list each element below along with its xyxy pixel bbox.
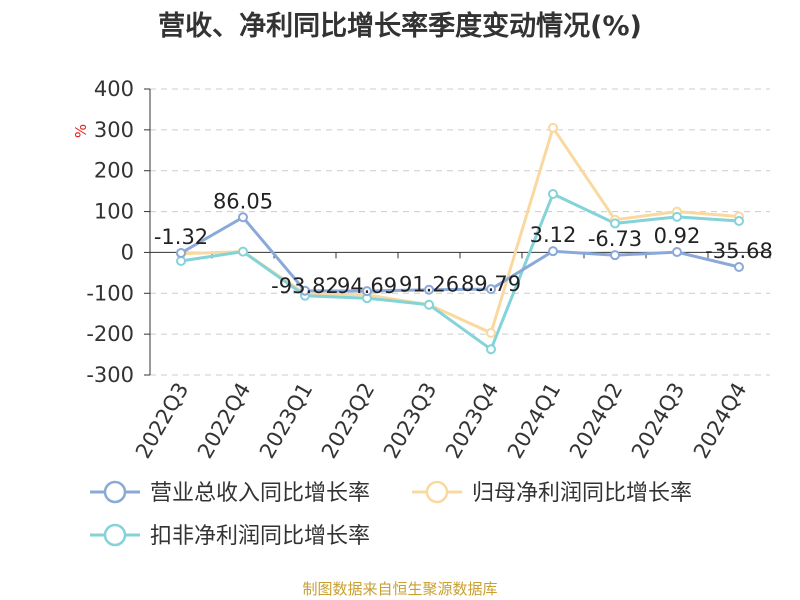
x-tick-label: 2022Q4 <box>193 379 255 463</box>
chart-title: 营收、净利同比增长率季度变动情况(%) <box>158 11 642 42</box>
x-tick-label: 2023Q3 <box>379 379 441 463</box>
y-tick-label: 0 <box>121 240 134 264</box>
legend-swatch-marker <box>103 480 127 504</box>
data-label: 91.26 <box>399 273 459 297</box>
data-label: 86.05 <box>213 189 273 213</box>
y-tick-label: -300 <box>86 363 134 387</box>
series-lines <box>180 126 740 351</box>
legend-label: 扣非净利润同比增长率 <box>150 524 370 549</box>
series-line <box>180 192 740 351</box>
series-point <box>548 246 558 257</box>
data-label: 89.79 <box>461 272 521 296</box>
source-note: 制图数据来自恒生聚源数据库 <box>302 580 498 598</box>
legend-swatch-marker <box>425 480 449 504</box>
legend-swatch-marker <box>103 523 127 547</box>
series-points <box>176 122 744 355</box>
series-point <box>486 344 496 355</box>
series-point <box>300 285 310 296</box>
y-axis-unit: % <box>72 124 90 138</box>
legend-label: 营业总收入同比增长率 <box>150 481 370 506</box>
data-label: 94.69 <box>337 274 397 298</box>
data-label: -93.82 <box>271 274 339 298</box>
y-tick-label: 100 <box>94 200 134 224</box>
series-point <box>424 299 434 310</box>
series-point <box>362 286 372 297</box>
series-point <box>238 212 248 223</box>
series-point <box>176 247 186 258</box>
series-point <box>486 284 496 295</box>
y-axis: 400 300 200 100 0 -100 -200 -300% <box>72 77 151 387</box>
x-tick-label: 2024Q4 <box>689 379 751 463</box>
y-tick-label: 400 <box>94 77 134 101</box>
series-line <box>180 215 740 293</box>
series-point <box>672 247 682 258</box>
series-point <box>176 256 186 267</box>
series-point <box>238 246 248 257</box>
x-tick-label: 2023Q2 <box>317 379 379 463</box>
x-tick-label: 2023Q1 <box>255 379 317 463</box>
y-tick-label: -200 <box>86 322 134 346</box>
series-point <box>610 218 620 229</box>
x-tick-label: 2024Q2 <box>565 379 627 463</box>
y-tick-label: 300 <box>94 118 134 142</box>
x-tick-label: 2022Q3 <box>131 379 193 463</box>
series-point <box>486 327 496 338</box>
data-label: -6.73 <box>588 227 642 251</box>
series-point <box>672 211 682 222</box>
series-point <box>734 262 744 273</box>
x-tick-label: 2024Q1 <box>503 379 565 463</box>
grid-lines <box>150 88 770 376</box>
data-label: 3.12 <box>530 223 577 247</box>
legend-label: 归母净利润同比增长率 <box>472 481 692 506</box>
series-point <box>424 284 434 295</box>
x-tick-label: 2024Q3 <box>627 379 689 463</box>
series-point <box>548 189 558 200</box>
series-point <box>734 215 744 226</box>
x-tick-label: 2023Q4 <box>441 379 503 463</box>
data-label: -1.32 <box>154 225 208 249</box>
y-tick-label: 200 <box>94 159 134 183</box>
series-point <box>548 122 558 133</box>
series-point <box>610 250 620 261</box>
y-tick-label: -100 <box>86 281 134 305</box>
data-label: -35.68 <box>705 239 773 263</box>
data-label: 0.92 <box>654 224 701 248</box>
